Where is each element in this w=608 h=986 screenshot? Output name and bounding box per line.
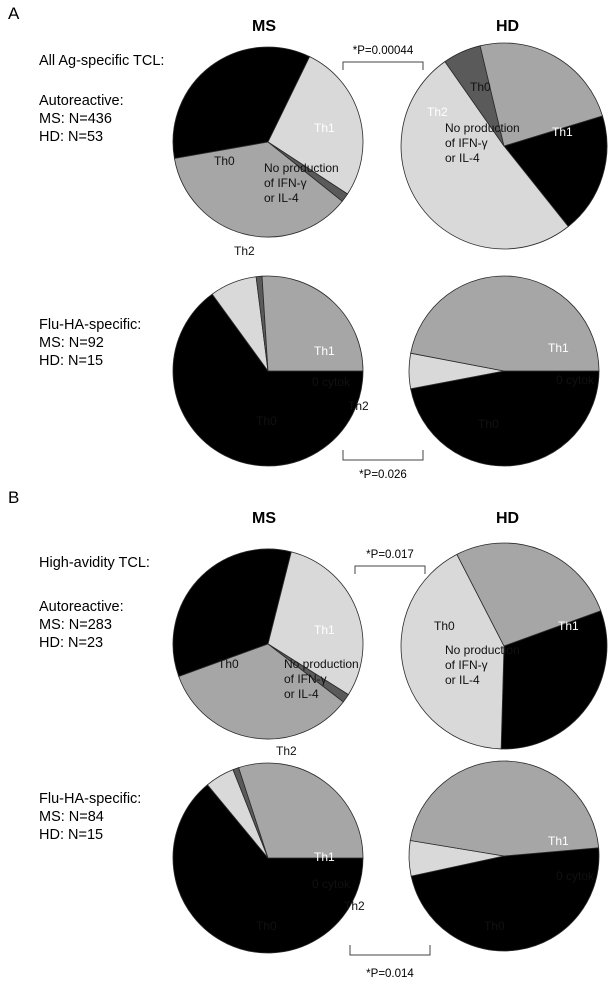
pvalue-a-flu: *P=0.026 (359, 469, 407, 481)
pvalue-b-flu: *P=0.014 (366, 968, 414, 980)
n-ms-autoreactive-b: MS: N=283 (39, 617, 112, 633)
pie-slice-th1 (172, 46, 311, 159)
column-header-hd-a: HD (496, 18, 520, 35)
pie-slice-th1 (503, 115, 608, 228)
slice-label-th0: Th0 (256, 414, 277, 428)
slice-label-th1: Th1 (314, 344, 335, 358)
slice-label-th2: Th2 (427, 105, 448, 119)
slice-label-th2: Th2 (348, 399, 369, 413)
n-hd-flu-a: HD: N=15 (39, 353, 104, 369)
pie-slice-th0 (410, 275, 600, 372)
pie-slice-th0 (409, 760, 600, 857)
n-hd-autoreactive-b: HD: N=23 (39, 635, 104, 651)
pvalue-bracket-b-flu: *P=0.014 (349, 945, 431, 980)
panel-letter-a: A (8, 4, 20, 23)
slice-label-th1: Th1 (552, 125, 573, 139)
slice-label-line: of IFN-γ (445, 136, 488, 150)
slice-label-th0: Th0 (484, 919, 505, 933)
slice-label-line: or IL-4 (445, 151, 480, 165)
column-header-ms-b: MS (252, 510, 276, 527)
group-label-flu-a: Flu-HA-specific: (39, 317, 142, 333)
slice-label-th0: Th0 (434, 619, 455, 633)
panel-letter-b: B (8, 488, 20, 507)
group-label-autoreactive-a: Autoreactive: (39, 93, 124, 109)
n-ms-autoreactive-a: MS: N=436 (39, 111, 112, 127)
n-ms-flu-a: MS: N=92 (39, 335, 104, 351)
pie-slice-th1 (410, 847, 600, 952)
pvalue-a-autoreactive: *P=0.00044 (353, 45, 414, 57)
slice-label-th0: Th0 (256, 919, 277, 933)
slice-label-line: of IFN-γ (445, 658, 488, 672)
pvalue-bracket-b-autoreactive: *P=0.017 (354, 549, 426, 574)
slice-label-line: No production (445, 643, 520, 657)
slice-label-line: or IL-4 (445, 673, 480, 687)
slice-label-th0: Th0 (470, 80, 491, 94)
slice-label-none: 0 cytok (556, 373, 595, 387)
pie-slice-none (400, 553, 505, 750)
slice-label-line: of IFN-γ (264, 176, 307, 190)
pie-slice-th0 (178, 643, 344, 740)
pie-slice-th0 (173, 141, 343, 238)
slice-label-th1: Th1 (314, 623, 335, 637)
pvalue-bracket-a-autoreactive: *P=0.00044 (342, 45, 424, 70)
pie-b-hd-flu: Th1 0 cytok Th0 (408, 760, 600, 952)
slice-label-th1: Th1 (558, 619, 579, 633)
pvalue-bracket-a-flu: *P=0.026 (342, 450, 424, 481)
pie-slice-th0 (261, 275, 364, 372)
pie-slice-th1 (500, 610, 608, 750)
heading-all-ag-specific: All Ag-specific TCL: (39, 53, 165, 69)
slice-label-th0: Th0 (478, 417, 499, 431)
slice-label-none: 0 cytok (556, 869, 595, 883)
slice-label-th1: Th1 (314, 121, 335, 135)
slice-label-line: No production (284, 657, 359, 671)
pie-slice-none (267, 56, 364, 195)
pie-b-ms-autoreactive: Th1 No production of IFN-γ or IL-4 Th2 Th0 (172, 548, 364, 758)
column-header-ms-a: MS (252, 18, 276, 35)
pie-slice-th0 (479, 42, 603, 147)
pie-a-hd-flu: Th1 0 cytok Th0 (408, 275, 600, 467)
slice-label-th1: Th1 (548, 341, 569, 355)
slice-label-th2: Th2 (344, 899, 365, 913)
pie-b-ms-flu: Th1 0 cytok Th2 Th0 (172, 762, 365, 954)
slice-label-line: or IL-4 (284, 687, 319, 701)
slice-label-none: No production of IFN-γ or IL-4 (284, 657, 359, 701)
pie-slice-th0 (238, 762, 364, 859)
n-ms-flu-b: MS: N=84 (39, 809, 104, 825)
slice-label-th0: Th0 (218, 657, 239, 671)
pie-a-hd-autoreactive: Th1 No production of IFN-γ or IL-4 Th2 Th0 (400, 42, 608, 250)
pie-slice-th1 (172, 293, 364, 467)
pie-b-hd-autoreactive: Th1 No production of IFN-γ or IL-4 Th0 (400, 542, 608, 750)
pie-slice-th1 (172, 784, 364, 954)
pie-slice-th0 (456, 542, 602, 647)
pie-slice-th1 (410, 370, 600, 467)
slice-label-line: No production (445, 121, 520, 135)
slice-label-th0: Th0 (214, 154, 235, 168)
pie-slice-none (400, 61, 569, 250)
column-header-hd-b: HD (496, 510, 520, 527)
slice-label-none: 0 cytok (312, 877, 351, 891)
slice-label-line: or IL-4 (264, 191, 299, 205)
pie-a-ms-flu: Th1 0 cytok Th2 Th0 (172, 275, 369, 467)
slice-label-none: No production of IFN-γ or IL-4 (264, 161, 339, 205)
pvalue-b-autoreactive: *P=0.017 (366, 549, 414, 561)
n-hd-autoreactive-a: HD: N=53 (39, 129, 104, 145)
slice-label-line: No production (264, 161, 339, 175)
group-label-flu-b: Flu-HA-specific: (39, 791, 142, 807)
slice-label-none: 0 cytok (312, 375, 351, 389)
slice-label-th2: Th2 (276, 744, 297, 758)
slice-label-line: of IFN-γ (284, 672, 327, 686)
group-label-autoreactive-b: Autoreactive: (39, 599, 124, 615)
slice-label-none: No production of IFN-γ or IL-4 (445, 643, 520, 687)
slice-label-th2: Th2 (234, 244, 255, 258)
slice-label-th1: Th1 (548, 834, 569, 848)
slice-label-none: No production of IFN-γ or IL-4 (445, 121, 520, 165)
pie-slice-th1 (172, 548, 292, 678)
slice-label-th1: Th1 (314, 850, 335, 864)
n-hd-flu-b: HD: N=15 (39, 827, 104, 843)
heading-high-avidity: High-avidity TCL: (39, 555, 150, 571)
pie-a-ms-autoreactive: Th1 No production of IFN-γ or IL-4 Th2 Th0 (172, 46, 364, 258)
